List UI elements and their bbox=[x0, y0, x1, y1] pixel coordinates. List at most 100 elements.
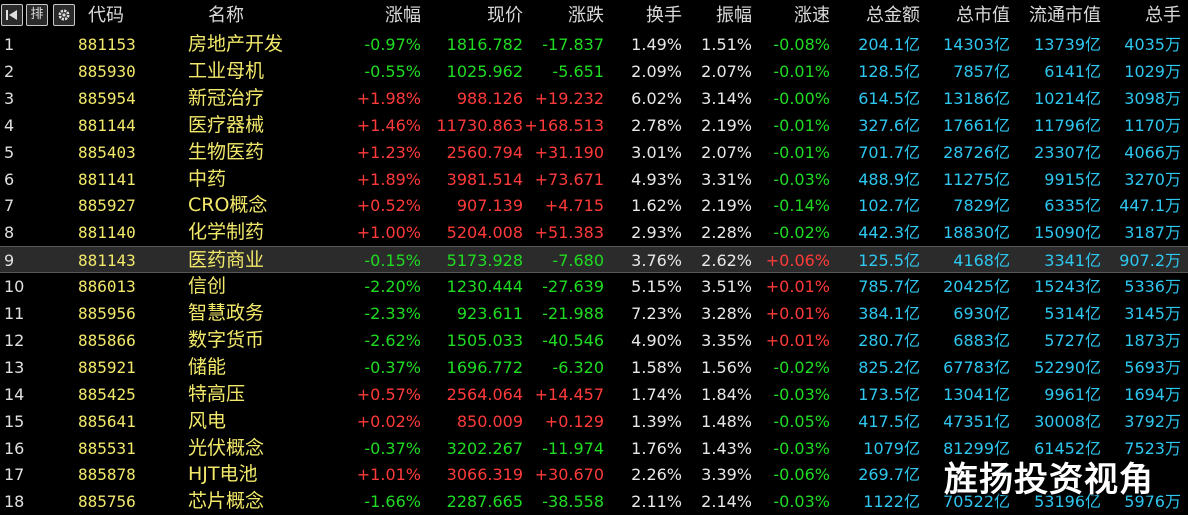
sector-name: 信创 bbox=[188, 275, 227, 298]
table-row[interactable]: 16 885531 光伏概念 -0.37% 3202.267 -11.974 1.76% 1.… bbox=[0, 435, 1188, 462]
table-row[interactable]: 2 885930 工业母机 -0.55% 1025.962 -5.651 2.09% 2.07… bbox=[0, 58, 1188, 85]
change: +30.670 bbox=[534, 465, 604, 485]
total-hand: 447.1万 bbox=[1119, 196, 1181, 216]
turnover: 6.02% bbox=[631, 88, 682, 108]
market-cap: 67783亿 bbox=[943, 357, 1010, 377]
price: 988.126 bbox=[456, 88, 523, 108]
stock-code: 881141 bbox=[78, 169, 136, 189]
price: 2560.794 bbox=[446, 142, 523, 162]
table-row[interactable]: 12 885866 数字货币 -2.62% 1505.033 -40.546 4.90% 3.… bbox=[0, 327, 1188, 354]
market-cap: 11275亿 bbox=[943, 169, 1010, 189]
total-hand: 3187万 bbox=[1124, 223, 1181, 243]
table-row[interactable]: 11 885956 智慧政务 -2.33% 923.611 -21.988 7.23% 3.2… bbox=[0, 300, 1188, 327]
float-cap: 23307亿 bbox=[1034, 142, 1101, 162]
change-pct: +0.02% bbox=[356, 411, 421, 431]
row-index: 6 bbox=[4, 169, 15, 189]
sector-name: 芯片概念 bbox=[188, 490, 265, 513]
speed: -0.01% bbox=[773, 61, 830, 81]
table-row[interactable]: 3 885954 新冠治疗 +1.98% 988.126 +19.232 6.02% 3.14… bbox=[0, 85, 1188, 112]
table-row[interactable]: 10 886013 信创 -2.20% 1230.444 -27.639 5.15% 3.51… bbox=[0, 273, 1188, 300]
table-row[interactable]: 17 885878 HJT电池 +1.01% 3066.319 +30.670 2.26% 3… bbox=[0, 461, 1188, 488]
total-hand: 4066万 bbox=[1124, 142, 1181, 162]
change-pct: -2.20% bbox=[364, 277, 421, 297]
col-float-cap[interactable]: 流通市值 bbox=[1029, 5, 1101, 26]
col-speed[interactable]: 涨速 bbox=[794, 5, 830, 26]
float-cap: 6141亿 bbox=[1044, 61, 1101, 81]
sector-name: 医疗器械 bbox=[188, 113, 265, 136]
col-code[interactable]: 代码 bbox=[88, 5, 124, 26]
table-row[interactable]: 15 885641 风电 +0.02% 850.009 +0.129 1.39% 1.48% -… bbox=[0, 408, 1188, 435]
speed: -0.03% bbox=[773, 384, 830, 404]
speed: -0.05% bbox=[773, 411, 830, 431]
table-row[interactable]: 8 881140 化学制药 +1.00% 5204.008 +51.383 2.93% 2.2… bbox=[0, 219, 1188, 246]
turnover: 1.76% bbox=[631, 438, 682, 458]
amplitude: 2.14% bbox=[701, 492, 752, 512]
amount: 384.1亿 bbox=[858, 304, 920, 323]
market-cap: 13186亿 bbox=[943, 88, 1010, 108]
change: +31.190 bbox=[534, 142, 604, 162]
turnover: 1.39% bbox=[631, 411, 682, 431]
table-row[interactable]: 7 885927 CRO概念 +0.52% 907.139 +4.715 1.62% 2.19… bbox=[0, 192, 1188, 219]
speed: -0.02% bbox=[773, 357, 830, 377]
change-pct: -0.37% bbox=[364, 438, 421, 458]
amplitude: 2.19% bbox=[701, 115, 752, 135]
stock-code: 885921 bbox=[78, 357, 136, 377]
speed: -0.08% bbox=[773, 35, 830, 54]
market-cap: 1 bbox=[999, 465, 1010, 485]
float-cap: 9961亿 bbox=[1044, 384, 1101, 404]
speed: +0.01% bbox=[765, 330, 830, 350]
col-total-hand[interactable]: 总手 bbox=[1145, 5, 1181, 26]
total-hand: 7523万 bbox=[1124, 438, 1181, 458]
col-price[interactable]: 现价 bbox=[487, 5, 523, 26]
skip-to-first-icon[interactable] bbox=[1, 4, 23, 26]
col-amplitude[interactable]: 振幅 bbox=[716, 5, 752, 26]
change: +73.671 bbox=[534, 169, 604, 189]
price: 1816.782 bbox=[446, 35, 523, 54]
table-row[interactable]: 4 881144 医疗器械 +1.46% 11730.863 +168.513 2.78% 2… bbox=[0, 112, 1188, 139]
market-cap: 6930亿 bbox=[953, 304, 1010, 323]
price: 5173.928 bbox=[446, 251, 523, 271]
total-hand: 3270万 bbox=[1124, 169, 1181, 189]
float-cap: 30008亿 bbox=[1034, 411, 1101, 431]
sector-name: 化学制药 bbox=[188, 221, 265, 244]
table-row[interactable]: 9 881143 医药商业 -0.15% 5173.928 -7.680 3.76% 2.62… bbox=[0, 246, 1188, 274]
amount: 1079亿 bbox=[863, 438, 920, 458]
table-row[interactable]: 5 885403 生物医药 +1.23% 2560.794 +31.190 3.01% 2.0… bbox=[0, 139, 1188, 166]
row-index: 18 bbox=[4, 492, 25, 512]
change-pct: +1.46% bbox=[356, 115, 421, 135]
price: 1230.444 bbox=[446, 277, 523, 297]
price: 850.009 bbox=[456, 411, 523, 431]
table-row[interactable]: 6 881141 中药 +1.89% 3981.514 +73.671 4.93% 3.31%… bbox=[0, 166, 1188, 193]
table-row[interactable]: 13 885921 储能 -0.37% 1696.772 -6.320 1.58% 1.56%… bbox=[0, 354, 1188, 381]
change: +4.715 bbox=[544, 196, 604, 216]
change: -21.988 bbox=[542, 304, 604, 323]
price: 3981.514 bbox=[446, 169, 523, 189]
col-amount[interactable]: 总金额 bbox=[866, 5, 920, 26]
gear-icon[interactable] bbox=[53, 4, 75, 26]
change-pct: -1.66% bbox=[364, 492, 421, 512]
speed: -0.03% bbox=[773, 492, 830, 512]
change-pct: -2.62% bbox=[364, 330, 421, 350]
col-change[interactable]: 涨跌 bbox=[568, 5, 604, 26]
table-row[interactable]: 14 885425 特高压 +0.57% 2564.064 +14.457 1.74% 1.8… bbox=[0, 381, 1188, 408]
table-row[interactable]: 18 885756 芯片概念 -1.66% 2287.665 -38.558 2.11% 2.… bbox=[0, 488, 1188, 515]
amplitude: 2.07% bbox=[701, 142, 752, 162]
sort-button[interactable]: 排 bbox=[26, 4, 48, 26]
col-name[interactable]: 名称 bbox=[208, 5, 244, 26]
market-cap: 17661亿 bbox=[943, 115, 1010, 135]
stock-code: 881140 bbox=[78, 223, 136, 243]
total-hand: 3145万 bbox=[1124, 304, 1181, 323]
col-turnover[interactable]: 换手 bbox=[646, 5, 682, 26]
change-pct: +1.89% bbox=[356, 169, 421, 189]
change-pct: +1.01% bbox=[356, 465, 421, 485]
change: -7.680 bbox=[552, 251, 604, 271]
amplitude: 1.51% bbox=[701, 35, 752, 54]
total-hand: 1029万 bbox=[1124, 61, 1181, 81]
table-row[interactable]: 1 881153 房地产开发 -0.97% 1816.782 -17.837 1.49% 1.… bbox=[0, 31, 1188, 58]
speed: -0.00% bbox=[773, 88, 830, 108]
col-change-pct[interactable]: 涨幅 bbox=[385, 5, 421, 26]
col-market-cap[interactable]: 总市值 bbox=[956, 5, 1010, 26]
change-pct: +1.23% bbox=[356, 142, 421, 162]
sector-name: 智慧政务 bbox=[188, 302, 265, 324]
float-cap: 13739亿 bbox=[1034, 35, 1101, 54]
